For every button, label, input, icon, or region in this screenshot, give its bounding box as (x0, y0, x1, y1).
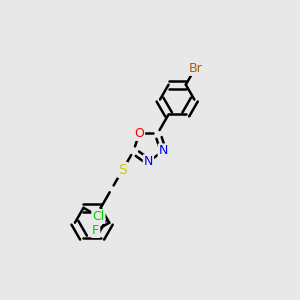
Text: Cl: Cl (92, 210, 104, 223)
Text: N: N (144, 155, 153, 168)
Text: Br: Br (188, 62, 202, 75)
Text: O: O (134, 127, 144, 140)
Text: F: F (92, 224, 99, 237)
Text: N: N (159, 144, 168, 158)
Text: S: S (118, 163, 127, 177)
